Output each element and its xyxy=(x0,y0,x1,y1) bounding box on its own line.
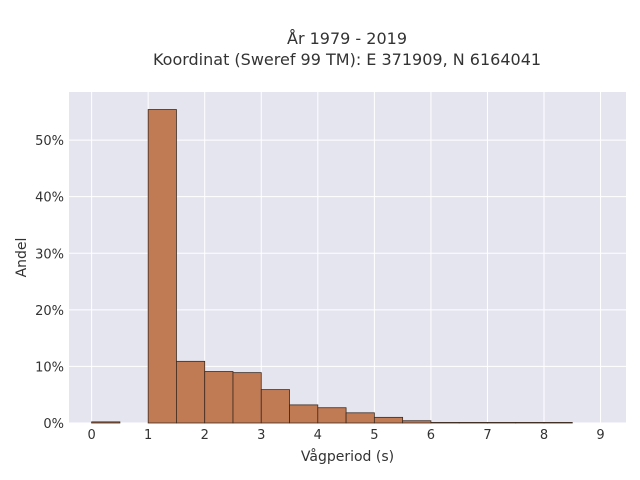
y-tick-label: 30% xyxy=(35,247,64,262)
bars xyxy=(91,109,573,424)
x-tick-label: 6 xyxy=(427,428,435,443)
histogram-bar xyxy=(458,422,488,424)
y-tick-label: 10% xyxy=(35,360,64,375)
histogram-bar xyxy=(543,422,573,424)
histogram-bar xyxy=(91,421,121,424)
x-axis-title: Vågperiod (s) xyxy=(301,448,394,465)
histogram-bar xyxy=(260,389,290,424)
x-tick-label: 7 xyxy=(483,428,491,443)
y-tick-label: 40% xyxy=(35,191,64,206)
chart-title-line-1: År 1979 - 2019 xyxy=(287,29,407,48)
histogram-bar xyxy=(430,422,460,424)
y-tick-label: 0% xyxy=(43,417,64,432)
histogram-bar xyxy=(345,412,375,424)
x-tick-label: 4 xyxy=(314,428,322,443)
histogram-bar xyxy=(402,420,432,424)
x-tick-label: 2 xyxy=(201,428,209,443)
x-tick-label: 9 xyxy=(596,428,604,443)
tick-labels: 0 1 2 3 4 5 6 7 8 9 0% 10% 20% 30% 40% 50% xyxy=(35,134,605,443)
histogram-bar xyxy=(487,422,517,424)
histogram-bar xyxy=(515,422,545,424)
x-tick-label: 5 xyxy=(370,428,378,443)
histogram-bar xyxy=(147,109,177,424)
histogram-bar xyxy=(373,416,404,424)
x-tick-label: 0 xyxy=(87,428,95,443)
histogram-bar xyxy=(232,372,262,424)
y-tick-label: 50% xyxy=(35,134,64,149)
y-tick-label: 20% xyxy=(35,304,64,319)
x-tick-label: 8 xyxy=(540,428,548,443)
histogram-bar xyxy=(289,404,319,424)
histogram-bar xyxy=(204,371,234,424)
x-tick-label: 1 xyxy=(144,428,152,443)
histogram-bar xyxy=(317,407,347,424)
chart-title-line-2: Koordinat (Sweref 99 TM): E 371909, N 61… xyxy=(152,50,542,69)
histogram-bar xyxy=(176,360,206,424)
x-tick-label: 3 xyxy=(257,428,265,443)
y-axis-title: Andel xyxy=(14,238,30,278)
